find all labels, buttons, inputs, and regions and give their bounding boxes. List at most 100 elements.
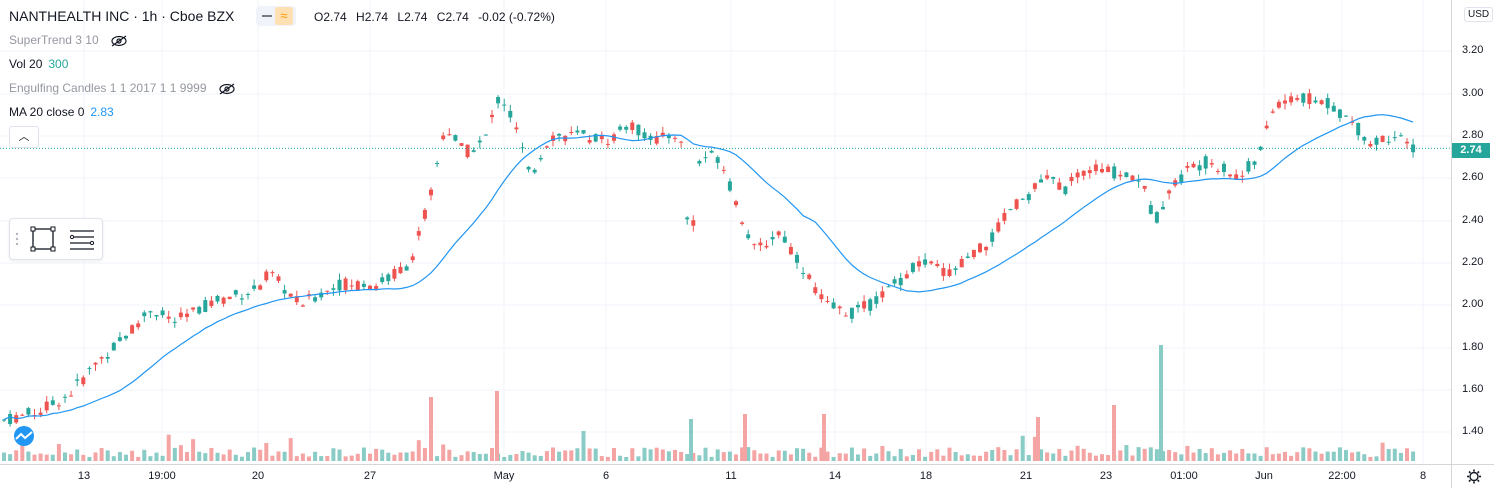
candle [1148,200,1153,215]
candle [1100,163,1104,174]
candle [349,279,354,291]
candle [581,130,586,135]
candle [605,138,610,149]
candle [795,251,799,269]
candle [1264,120,1269,130]
volume-bar [1087,452,1092,461]
candle [87,366,92,375]
volume-bar [441,444,446,461]
price-chart[interactable] [0,0,1451,464]
candle [1032,182,1037,192]
volume-bar [1301,447,1306,461]
volume-bar [538,455,543,461]
volume-bar [575,448,580,461]
candle [691,215,696,232]
volume-bar [264,443,269,461]
candle [63,393,67,403]
candle [569,126,574,136]
volume-bar [831,456,836,461]
candle [758,238,763,252]
volume-bar [1051,453,1056,461]
settings-corner[interactable] [1451,464,1494,488]
chart-area[interactable]: NANTHEALTH INC · 1h · Cboe BZX ≈ O2.74 H… [0,0,1451,464]
candle [1124,171,1129,178]
candle [361,280,366,291]
volume-bar [105,450,110,461]
candle [1069,172,1074,186]
candle [1362,136,1367,145]
gear-icon[interactable] [1452,465,1494,488]
candle [703,151,708,163]
volume-bar [117,452,122,461]
candle [1283,94,1287,110]
currency-label[interactable]: USD [1464,7,1494,22]
volume-bar [782,450,787,461]
volume-bar [1222,452,1226,461]
candle [1215,168,1220,175]
indicator-supertrend[interactable]: SuperTrend 3 10 [9,33,128,47]
volume-bar [197,451,202,461]
legend-toggle[interactable]: ≈ [256,6,296,26]
volume-bar [898,448,903,461]
volume-bar [398,452,403,461]
volume-bar [154,452,159,461]
volume-bar [984,451,989,461]
indicator-engulfing[interactable]: Engulfing Candles 1 1 2017 1 1 9999 [9,81,236,95]
collapse-legend-button[interactable]: ︿ [9,126,39,148]
candle [1167,189,1172,200]
volume-bar [1246,453,1251,461]
candle [392,265,397,282]
time-tick-label: 13 [77,470,91,482]
candle [636,124,641,141]
volume-bar [1154,449,1159,461]
candle [300,303,305,307]
candle [654,131,659,146]
rectangle-tool-icon[interactable] [30,226,56,252]
candle [117,331,122,342]
volume-bar [258,449,263,461]
eye-hidden-icon[interactable] [218,83,236,95]
drag-handle-icon[interactable] [15,232,19,246]
candle [404,264,409,271]
time-axis[interactable]: 13 19:00 20 27 May 6 11 14 18 21 23 01:00 Jun 22:00 8 [0,464,1451,488]
lines-tool-icon[interactable] [69,230,95,250]
volume-bar [355,453,360,461]
candle [1014,198,1019,211]
candle [1106,164,1111,173]
volume-bar [166,434,171,461]
candle [441,132,446,141]
candle [807,273,812,281]
candle [1252,160,1257,170]
price-axis[interactable]: USD 3.20 3.00 2.80 2.60 2.40 2.20 2.00 1.80 1.60… [1451,0,1494,464]
candle [715,155,720,169]
candle [642,128,647,141]
volume-bar [1386,449,1391,461]
volume-bar [1100,454,1104,461]
candle [1026,191,1031,204]
candle [563,135,568,146]
indicator-volume[interactable]: Vol 20 300 [9,57,68,71]
price-tick-label: 1.40 [1462,425,1484,437]
candle [1301,92,1306,107]
candle [978,242,982,254]
chevron-up-icon: ︿ [18,131,30,143]
volume-bar [1093,455,1098,461]
candle [246,292,250,300]
time-tick-label: 18 [919,470,933,482]
candle [1051,176,1056,184]
volume-bar [313,451,318,461]
tradingview-logo-icon[interactable] [10,426,38,446]
candle [1398,132,1403,137]
drawing-tool-panel[interactable] [9,218,103,260]
volume-bar [612,447,616,461]
candle [843,312,848,317]
indicator-ma[interactable]: MA 20 close 0 2.83 [9,105,114,119]
candle [203,296,208,313]
candle [880,286,885,303]
volume-bar [56,444,61,461]
volume-bar [856,454,860,461]
candle [99,356,104,364]
candle [185,308,189,322]
eye-hidden-icon[interactable] [110,35,128,47]
volume-bar [886,451,891,461]
